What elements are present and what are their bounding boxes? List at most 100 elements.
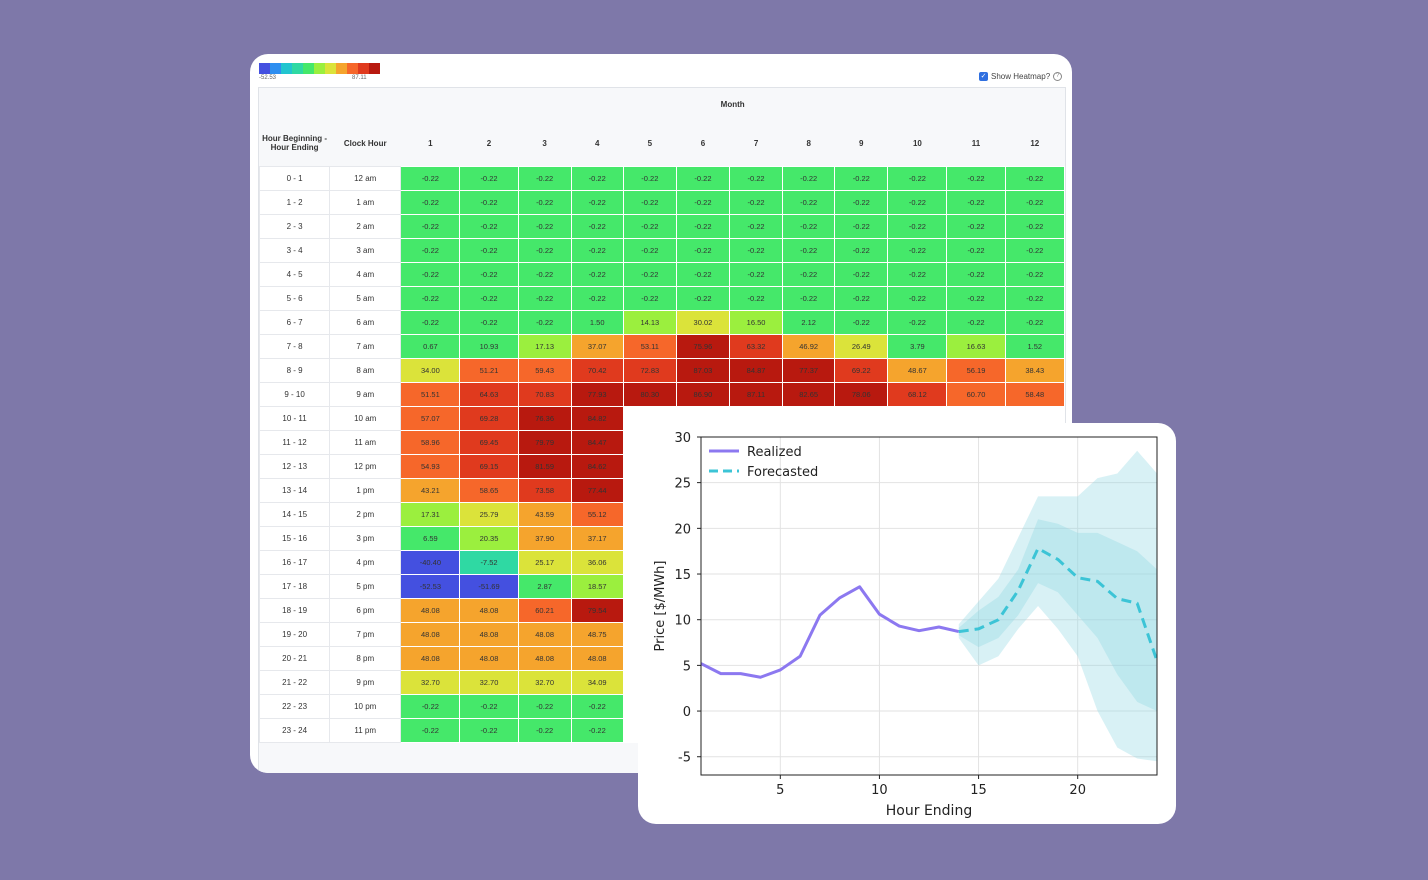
- legend-swatch: [369, 63, 380, 74]
- heat-cell: -0.22: [675, 286, 731, 311]
- y-tick-label: 25: [674, 477, 691, 492]
- heat-cell: -0.22: [570, 238, 624, 263]
- heat-cell: 69.22: [834, 358, 889, 383]
- hour-range-cell: 8 - 9: [259, 358, 331, 383]
- legend-label-forecasted: Forecasted: [747, 465, 818, 480]
- heat-cell: -0.22: [675, 166, 731, 191]
- heat-cell: -0.22: [517, 166, 572, 191]
- heat-cell: -0.22: [946, 190, 1006, 215]
- heat-cell: -0.22: [946, 262, 1006, 287]
- heat-cell: 34.09: [570, 670, 624, 695]
- month-header-6[interactable]: 6: [676, 120, 730, 167]
- x-tick-label: 5: [776, 783, 784, 798]
- heat-cell: -0.22: [517, 190, 572, 215]
- month-header-5[interactable]: 5: [623, 120, 677, 167]
- heat-cell: 26.49: [834, 334, 889, 359]
- month-header-3[interactable]: 3: [518, 120, 572, 167]
- month-header-11[interactable]: 11: [946, 120, 1006, 167]
- heat-cell: 87.11: [728, 382, 784, 407]
- heat-cell: 84.82: [570, 406, 624, 431]
- heat-cell: 69.15: [459, 454, 519, 479]
- clock-hour-header[interactable]: Clock Hour: [329, 120, 401, 167]
- month-header-12[interactable]: 12: [1005, 120, 1065, 167]
- legend-swatch: [270, 63, 281, 74]
- show-heatmap-toggle[interactable]: ✓ Show Heatmap? ?: [979, 72, 1063, 81]
- heat-cell: -0.22: [728, 166, 784, 191]
- heat-cell: 63.32: [728, 334, 784, 359]
- clock-hour-cell: 2 pm: [329, 502, 402, 527]
- help-icon[interactable]: ?: [1053, 72, 1063, 81]
- heat-cell: -51.69: [459, 574, 519, 599]
- y-tick-label: -5: [678, 751, 691, 766]
- heat-cell: 48.08: [517, 622, 572, 647]
- heat-cell: -0.22: [834, 166, 889, 191]
- heat-cell: -0.22: [728, 214, 784, 239]
- heat-cell: -0.22: [517, 262, 572, 287]
- heat-cell: 37.90: [517, 526, 572, 551]
- heat-cell: 51.21: [459, 358, 519, 383]
- heat-cell: 48.08: [400, 646, 461, 671]
- heat-cell: 32.70: [400, 670, 461, 695]
- heat-cell: 80.30: [622, 382, 677, 407]
- chart-legend: Realized Forecasted: [709, 445, 818, 480]
- heat-cell: 36.06: [570, 550, 624, 575]
- month-header-7[interactable]: 7: [729, 120, 783, 167]
- hour-range-cell: 3 - 4: [259, 238, 331, 263]
- heat-cell: 25.17: [517, 550, 572, 575]
- heat-cell: -0.22: [570, 286, 624, 311]
- heat-cell: -0.22: [400, 262, 461, 287]
- clock-hour-cell: 9 am: [329, 382, 402, 407]
- month-header-10[interactable]: 10: [887, 120, 947, 167]
- hour-range-cell: 12 - 13: [259, 454, 331, 479]
- heat-cell: 77.37: [782, 358, 836, 383]
- heat-cell: 60.70: [946, 382, 1006, 407]
- hour-range-cell: 4 - 5: [259, 262, 331, 287]
- heat-cell: -0.22: [459, 718, 519, 743]
- hour-range-cell: 1 - 2: [259, 190, 331, 215]
- heat-cell: 76.36: [517, 406, 572, 431]
- heat-cell: -0.22: [517, 694, 572, 719]
- heat-cell: 2.12: [782, 310, 836, 335]
- clock-hour-cell: 8 am: [329, 358, 402, 383]
- heat-cell: -0.22: [517, 718, 572, 743]
- x-tick-label: 15: [970, 783, 987, 798]
- heat-cell: 1.52: [1004, 334, 1065, 359]
- heat-cell: 16.50: [728, 310, 784, 335]
- color-scale-min: -52.53: [259, 75, 277, 81]
- price-forecast-chart: 5 10 15 20 -5 0 5 10 15 20 25 30 Hour Ending Price …: [653, 431, 1158, 819]
- month-header-9[interactable]: 9: [834, 120, 888, 167]
- clock-hour-cell: 11 am: [329, 430, 402, 455]
- heat-cell: -0.22: [622, 238, 677, 263]
- heat-cell: 86.90: [675, 382, 731, 407]
- month-header-4[interactable]: 4: [571, 120, 624, 167]
- heat-cell: -0.22: [887, 286, 948, 311]
- clock-hour-cell: 12 am: [329, 166, 402, 191]
- heat-cell: -0.22: [1004, 214, 1065, 239]
- heat-cell: -0.22: [728, 286, 784, 311]
- hour-range-header[interactable]: Hour Beginning - Hour Ending: [259, 120, 330, 167]
- month-header-1[interactable]: 1: [400, 120, 460, 167]
- heat-cell: -0.22: [834, 310, 889, 335]
- checkbox-icon[interactable]: ✓: [979, 72, 988, 81]
- heat-cell: 34.00: [400, 358, 461, 383]
- heat-cell: 84.87: [728, 358, 784, 383]
- heat-cell: -0.22: [887, 214, 948, 239]
- heat-cell: -0.22: [400, 718, 461, 743]
- heat-cell: 48.08: [459, 598, 519, 623]
- heat-cell: 77.93: [570, 382, 624, 407]
- heat-cell: -0.22: [728, 262, 784, 287]
- heat-cell: -0.22: [517, 214, 572, 239]
- hour-range-cell: 22 - 23: [259, 694, 331, 719]
- month-header-8[interactable]: 8: [782, 120, 835, 167]
- heat-cell: -0.22: [1004, 238, 1065, 263]
- hour-range-cell: 20 - 21: [259, 646, 331, 671]
- heat-cell: 54.93: [400, 454, 461, 479]
- month-header-2[interactable]: 2: [459, 120, 519, 167]
- heat-cell: -0.22: [459, 238, 519, 263]
- heat-cell: 82.65: [782, 382, 836, 407]
- heat-cell: -0.22: [675, 262, 731, 287]
- heat-cell: 6.59: [400, 526, 461, 551]
- heat-cell: -0.22: [675, 238, 731, 263]
- heat-cell: 58.48: [1004, 382, 1065, 407]
